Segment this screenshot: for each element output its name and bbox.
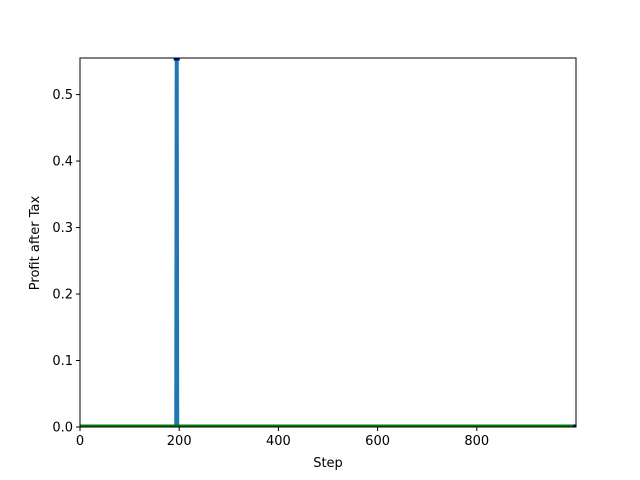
x-tick-label-600: 600 [365,434,390,449]
y-tick-label-0.5: 0.5 [52,88,73,103]
y-tick-label-0: 0.0 [52,421,73,436]
axes: 0 200 400 600 800 0.0 0.1 0.2 0.3 0.4 0.5 [52,57,577,449]
x-tick-label-800: 800 [464,434,489,449]
axes-frame [79,57,577,428]
data-marker-1 [173,58,180,61]
data-marker-2 [573,424,576,427]
x-tick-label-0: 0 [76,434,84,449]
y-tick-label-0.4: 0.4 [52,155,73,170]
y-tick-label-0.3: 0.3 [52,221,73,236]
y-tick-label-0.1: 0.1 [52,354,73,369]
plot-clipped-group [80,58,576,427]
x-tick-label-400: 400 [266,434,291,449]
y-axis-label: Profit after Tax [28,196,43,291]
plot-area [80,58,576,427]
x-axis-label: Step [313,456,343,471]
x-tick-label-200: 200 [167,434,192,449]
y-tick-label-0.2: 0.2 [52,288,73,303]
